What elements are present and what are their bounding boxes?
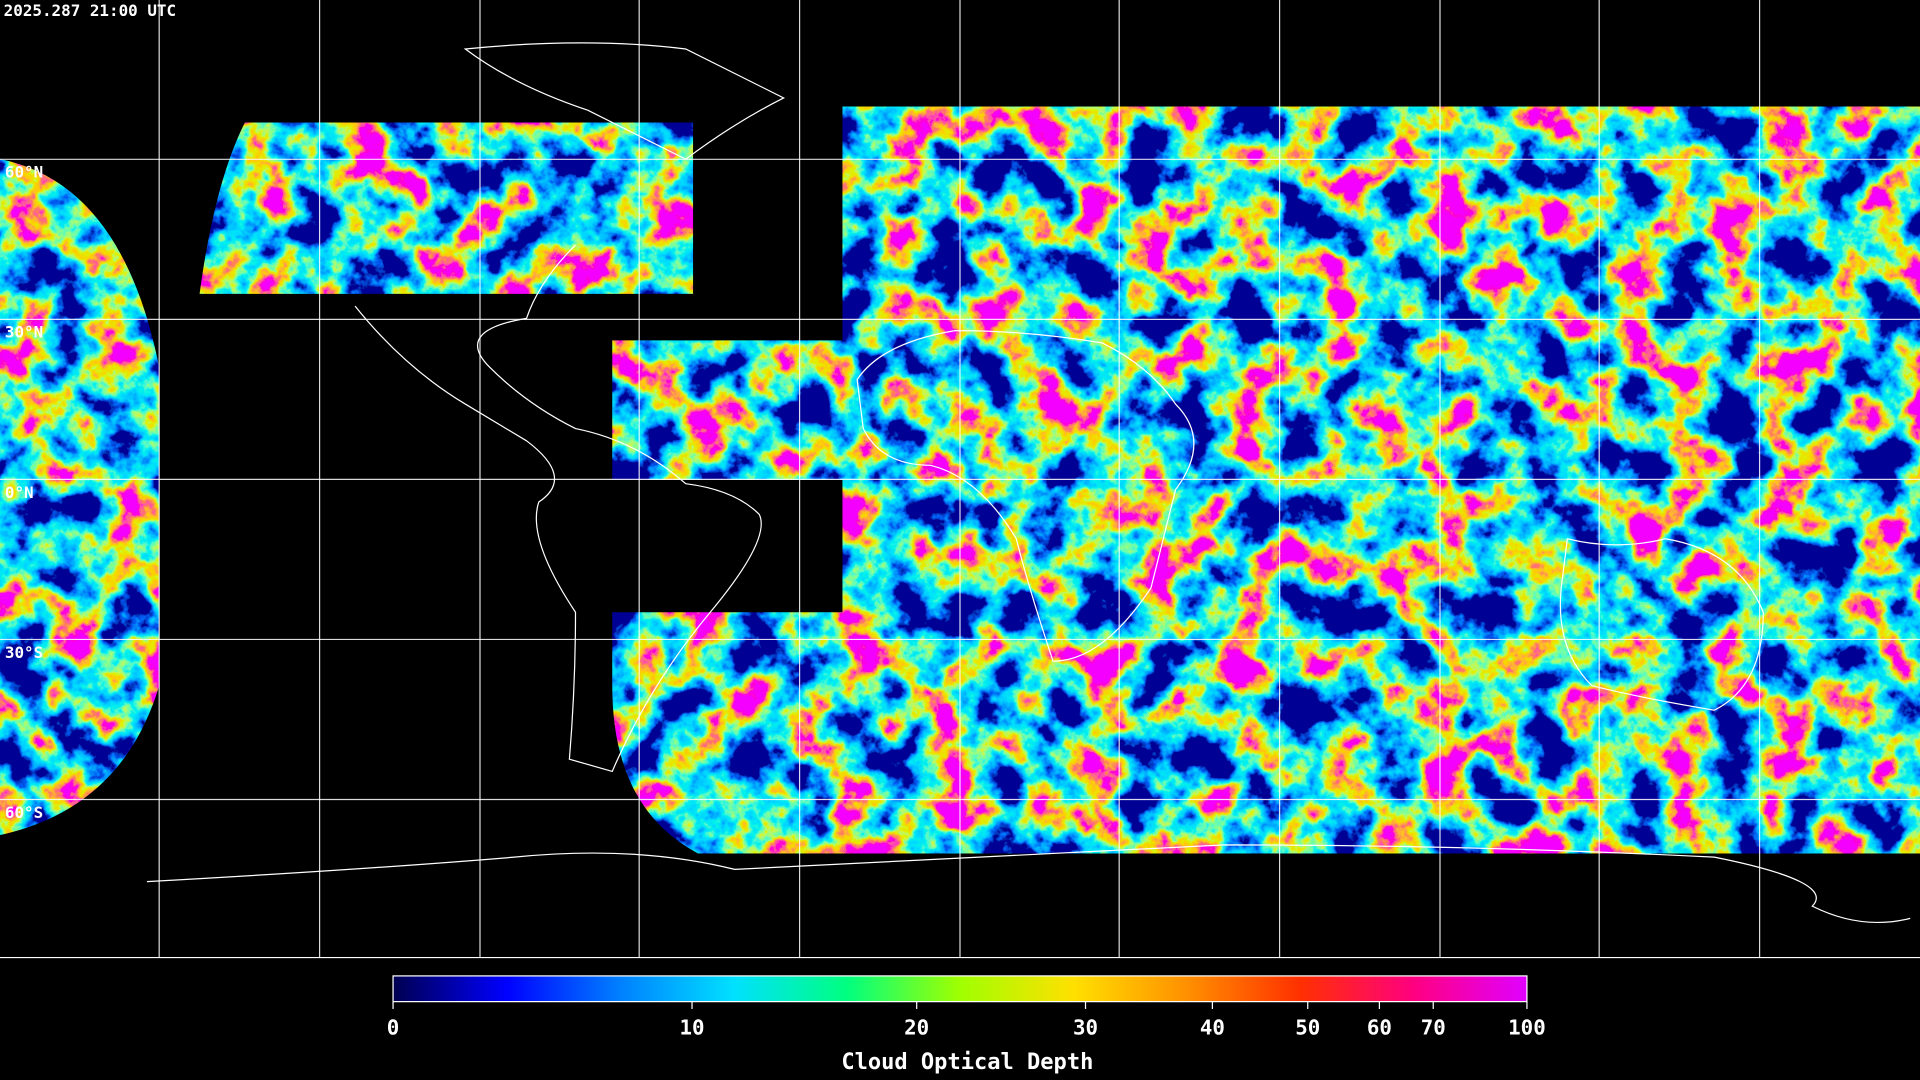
coast-greenland xyxy=(463,42,786,160)
coast-australia xyxy=(1559,538,1764,711)
colorbar-tick-label: 50 xyxy=(1295,1016,1320,1040)
timestamp: 2025.287 21:00 UTC xyxy=(4,1,176,20)
lat-label: 0°N xyxy=(5,483,34,502)
coast-antarctica xyxy=(146,844,1911,924)
colorbar-tick-label: 60 xyxy=(1367,1016,1392,1040)
lat-label: 30°S xyxy=(5,643,43,662)
lat-label: 60°S xyxy=(5,803,43,822)
colorbar xyxy=(392,975,1528,1003)
colorbar-tick-label: 30 xyxy=(1073,1016,1098,1040)
colorbar-label: Cloud Optical Depth xyxy=(841,1050,1093,1075)
colorbar-tick-label: 40 xyxy=(1200,1016,1225,1040)
coast-americas xyxy=(354,244,762,773)
lat-label: 30°N xyxy=(5,323,43,342)
lat-label: 60°N xyxy=(5,163,43,182)
coastlines xyxy=(146,42,1911,924)
colorbar-tick-label: 100 xyxy=(1508,1016,1546,1040)
colorbar-tick-label: 20 xyxy=(904,1016,929,1040)
colorbar-tick-label: 0 xyxy=(387,1016,400,1040)
coast-africa xyxy=(856,329,1195,662)
colorbar-tick-label: 10 xyxy=(680,1016,705,1040)
colorbar-tick-label: 70 xyxy=(1421,1016,1446,1040)
